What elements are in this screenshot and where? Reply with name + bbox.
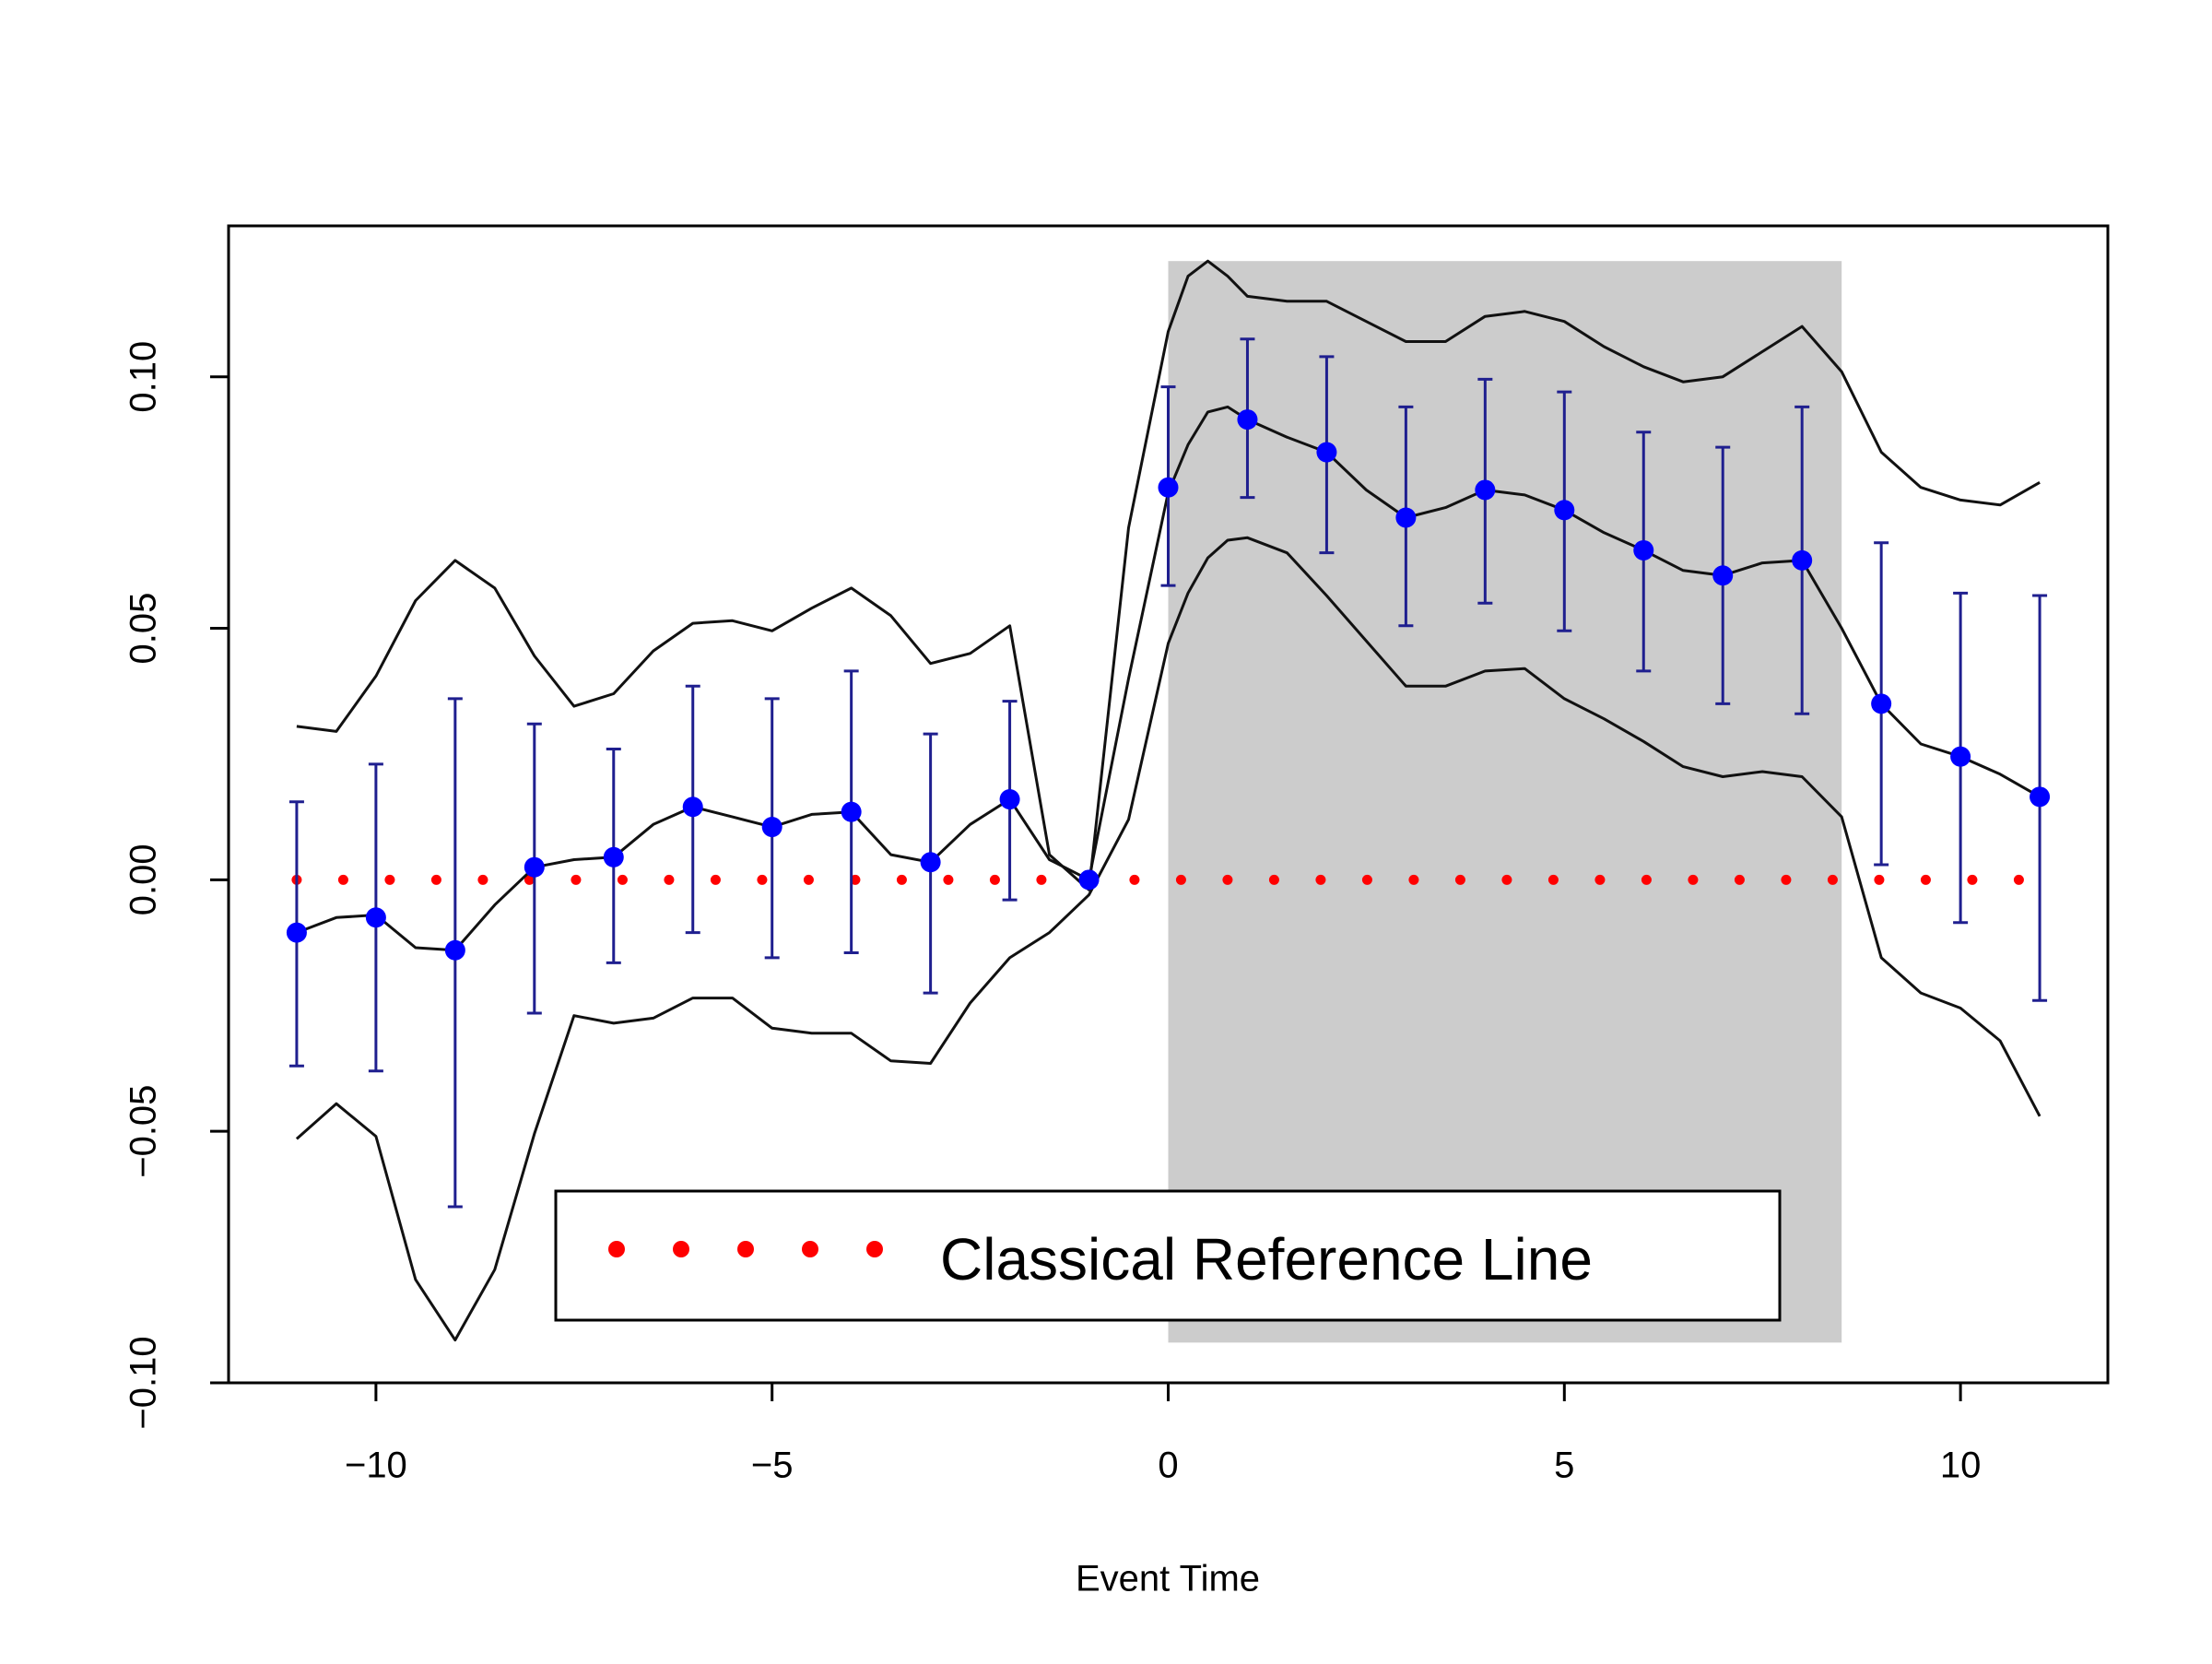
legend-label: Classical Reference Line <box>940 1226 1593 1292</box>
data-point <box>1871 693 1892 714</box>
reference-dot <box>1408 874 1419 885</box>
data-point <box>920 852 941 873</box>
data-point <box>841 801 862 822</box>
reference-dot <box>1594 874 1606 885</box>
reference-dot <box>1222 874 1233 885</box>
data-point <box>999 789 1020 810</box>
data-point <box>1316 442 1337 463</box>
data-point <box>286 922 307 943</box>
x-axis: −10 −5 0 5 10 <box>345 1381 1982 1486</box>
data-point <box>524 856 545 878</box>
curves-layer <box>295 259 2041 1342</box>
data-point <box>1158 477 1179 498</box>
reference-dot <box>1967 874 1978 885</box>
reference-dot <box>1175 874 1186 885</box>
reference-dot <box>1036 874 1047 885</box>
data-point <box>1633 539 1654 561</box>
data-point <box>365 907 386 928</box>
shaded-region <box>1168 261 1842 1343</box>
reference-dot <box>1315 874 1326 885</box>
data-point <box>761 817 782 838</box>
data-point <box>1078 869 1100 891</box>
reference-dot <box>1920 874 1931 885</box>
y-tick-label: −0.10 <box>124 1336 164 1429</box>
data-point <box>1237 409 1258 431</box>
legend: Classical Reference Line <box>554 1189 1782 1322</box>
data-point <box>1792 549 1813 571</box>
reference-dot <box>710 874 721 885</box>
y-axis: −0.10 −0.05 0.00 0.05 0.10 <box>124 341 230 1430</box>
x-axis-title: Event Time <box>1076 1559 1260 1599</box>
reference-line-layer <box>291 874 2024 885</box>
data-point <box>2030 786 2051 808</box>
legend-marker-dot <box>802 1241 818 1257</box>
reference-dot <box>664 874 675 885</box>
reference-dot <box>1268 874 1279 885</box>
y-tick-label: 0.10 <box>124 341 164 413</box>
lower-band-line <box>295 536 2041 1342</box>
legend-marker-dot <box>737 1241 754 1257</box>
data-point <box>1395 507 1417 528</box>
x-tick-label: 0 <box>1158 1446 1178 1486</box>
points-layer <box>286 409 2051 961</box>
reference-dot <box>1454 874 1465 885</box>
legend-markers <box>608 1241 883 1257</box>
shaded-region-layer <box>1168 261 1842 1343</box>
reference-dot <box>943 874 954 885</box>
x-tick-label: 5 <box>1554 1446 1574 1486</box>
reference-dot <box>1781 874 1792 885</box>
reference-dot <box>1501 874 1512 885</box>
reference-dot <box>1734 874 1745 885</box>
reference-dot <box>1688 874 1699 885</box>
reference-dot <box>430 874 441 885</box>
y-tick-label: 0.05 <box>124 593 164 665</box>
data-point <box>1554 500 1575 521</box>
reference-dot <box>803 874 814 885</box>
data-point <box>1475 479 1496 501</box>
y-tick-label: −0.05 <box>124 1085 164 1178</box>
reference-dot <box>896 874 907 885</box>
errorbars-layer <box>288 337 2048 1209</box>
reference-dot <box>337 874 348 885</box>
legend-marker-dot <box>866 1241 883 1257</box>
reference-dot <box>524 874 535 885</box>
legend-marker-dot <box>608 1241 625 1257</box>
data-point <box>682 797 703 818</box>
reference-dot <box>477 874 488 885</box>
data-point <box>1712 565 1734 586</box>
reference-dot <box>989 874 1000 885</box>
reference-dot <box>757 874 768 885</box>
x-tick-label: −5 <box>751 1446 794 1486</box>
x-tick-label: −10 <box>345 1446 407 1486</box>
reference-dot <box>1129 874 1140 885</box>
reference-dot <box>1827 874 1838 885</box>
reference-dot <box>850 874 861 885</box>
y-tick-label: 0.00 <box>124 844 164 915</box>
reference-dot <box>384 874 395 885</box>
reference-dot <box>1641 874 1652 885</box>
x-tick-label: 10 <box>1940 1446 1982 1486</box>
data-point <box>603 846 624 867</box>
upper-band-line <box>296 259 2041 891</box>
legend-box <box>554 1189 1782 1322</box>
data-point <box>444 939 465 961</box>
legend-marker-dot <box>673 1241 689 1257</box>
mean-line <box>296 405 2041 952</box>
data-point <box>1950 746 1971 767</box>
reference-dot <box>1874 874 1885 885</box>
reference-dot <box>571 874 582 885</box>
reference-dot <box>617 874 628 885</box>
reference-dot <box>2013 874 2024 885</box>
reference-dot <box>1547 874 1559 885</box>
reference-dot <box>1361 874 1372 885</box>
